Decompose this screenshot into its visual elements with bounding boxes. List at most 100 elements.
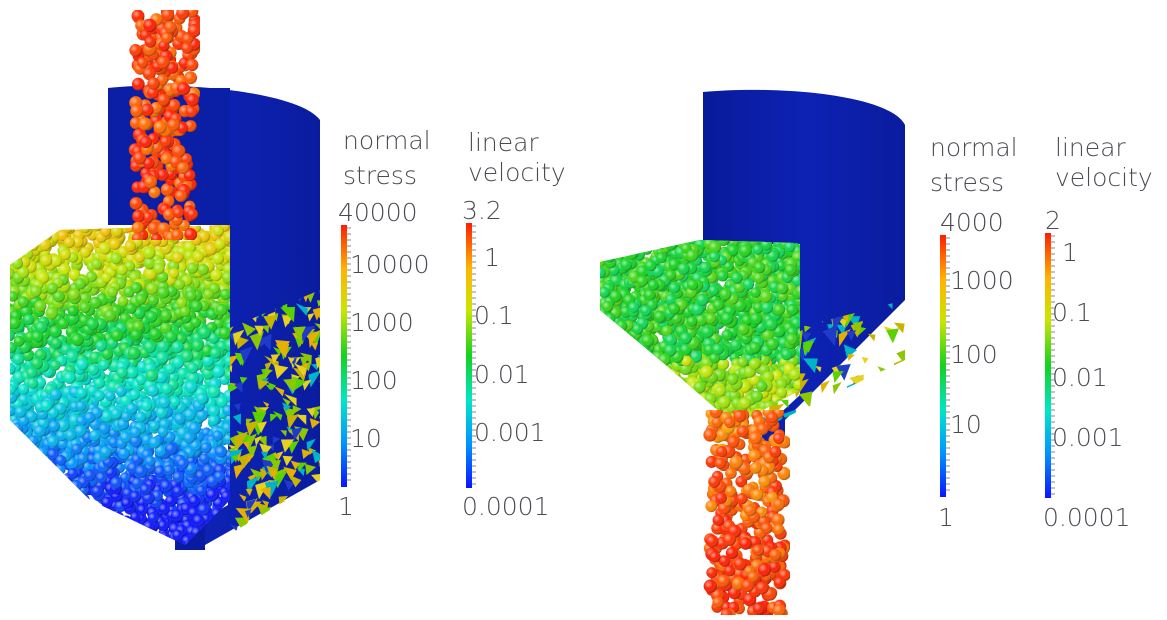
particle bbox=[119, 535, 132, 545]
particle bbox=[38, 513, 50, 525]
particle-shading bbox=[33, 470, 47, 483]
particle bbox=[21, 499, 32, 510]
particle-shading bbox=[55, 487, 67, 499]
mesh-facet bbox=[227, 355, 239, 368]
particle-shading bbox=[62, 477, 75, 490]
particle-shading bbox=[63, 536, 76, 545]
particle bbox=[35, 473, 47, 485]
particle-shading bbox=[13, 495, 25, 507]
particle bbox=[20, 450, 33, 462]
mesh-facet bbox=[270, 468, 279, 480]
particle bbox=[27, 225, 41, 229]
particle bbox=[131, 534, 144, 545]
particle bbox=[83, 533, 96, 545]
particle-shading bbox=[16, 225, 28, 234]
particle-shading bbox=[98, 535, 110, 545]
particle bbox=[73, 528, 86, 541]
particle-shading bbox=[27, 225, 41, 229]
particle-shading bbox=[82, 504, 94, 517]
particle-shading bbox=[24, 490, 36, 502]
particle-shading bbox=[115, 528, 128, 541]
mesh-facet bbox=[264, 480, 280, 498]
particle-shading bbox=[45, 506, 59, 520]
particle-shading bbox=[39, 484, 51, 496]
particle bbox=[10, 528, 23, 541]
particle bbox=[10, 453, 20, 466]
particle-shading bbox=[14, 532, 27, 545]
particle-shading bbox=[22, 237, 35, 250]
particle bbox=[21, 225, 33, 229]
particle-shading bbox=[31, 225, 43, 236]
particle-shading bbox=[210, 269, 223, 282]
particle-shading bbox=[108, 436, 120, 449]
particle bbox=[101, 513, 113, 526]
particle bbox=[24, 453, 38, 467]
particle-shading bbox=[55, 528, 68, 542]
mesh-facet bbox=[268, 522, 283, 536]
particle bbox=[93, 504, 104, 516]
particle-shading bbox=[10, 530, 16, 544]
particle bbox=[19, 540, 32, 545]
particle bbox=[104, 533, 116, 545]
particle-shading bbox=[31, 357, 44, 370]
particle-shading bbox=[129, 434, 143, 448]
mesh-facet bbox=[267, 382, 277, 391]
particle-shading bbox=[101, 410, 113, 423]
mesh-facet bbox=[312, 306, 320, 321]
particle bbox=[106, 537, 118, 545]
particle bbox=[10, 476, 14, 487]
particle bbox=[37, 465, 50, 477]
particle bbox=[53, 502, 66, 515]
particle-shading bbox=[50, 494, 63, 506]
particle-shading bbox=[12, 475, 25, 487]
particle bbox=[115, 540, 127, 545]
particle-shading bbox=[146, 535, 159, 545]
particle bbox=[34, 512, 46, 524]
particle-shading bbox=[86, 225, 99, 229]
particle-shading bbox=[101, 348, 114, 360]
particle-shading bbox=[47, 225, 60, 233]
particle bbox=[70, 525, 82, 537]
particle bbox=[126, 525, 138, 538]
particle-shading bbox=[55, 519, 68, 532]
particle-shading bbox=[10, 488, 23, 501]
particle-shading bbox=[103, 537, 115, 545]
particle-shading bbox=[111, 511, 124, 524]
particle bbox=[46, 513, 58, 525]
mesh-facet bbox=[304, 501, 312, 512]
particle bbox=[131, 538, 144, 545]
particle bbox=[89, 506, 102, 520]
particle-shading bbox=[159, 479, 173, 493]
mesh-facet bbox=[305, 539, 314, 540]
particle bbox=[17, 492, 30, 506]
particle-shading bbox=[44, 526, 58, 539]
particle-shading bbox=[71, 515, 83, 527]
particle bbox=[120, 538, 133, 545]
mesh-facet bbox=[238, 453, 250, 469]
particle bbox=[92, 508, 104, 520]
mesh-facet bbox=[282, 521, 293, 534]
particle-shading bbox=[37, 533, 49, 544]
particle-shading bbox=[209, 347, 222, 359]
particle-shading bbox=[24, 450, 36, 463]
particle-shading bbox=[198, 326, 211, 340]
particle-shading bbox=[130, 511, 141, 523]
particle-shading bbox=[91, 528, 103, 541]
particle bbox=[138, 528, 152, 541]
particle bbox=[26, 483, 39, 496]
particle-shading bbox=[125, 402, 138, 415]
particle-shading bbox=[10, 464, 16, 476]
particle-shading bbox=[185, 462, 198, 476]
particle bbox=[10, 455, 14, 467]
particle-shading bbox=[57, 317, 70, 330]
particle bbox=[50, 499, 63, 512]
particle bbox=[17, 539, 31, 545]
particle-shading bbox=[93, 504, 104, 516]
particle bbox=[69, 519, 83, 533]
particle bbox=[11, 438, 24, 451]
particle bbox=[108, 516, 121, 528]
particle-shading bbox=[52, 504, 66, 517]
particle-shading bbox=[78, 507, 90, 519]
mesh-facet bbox=[245, 488, 253, 497]
